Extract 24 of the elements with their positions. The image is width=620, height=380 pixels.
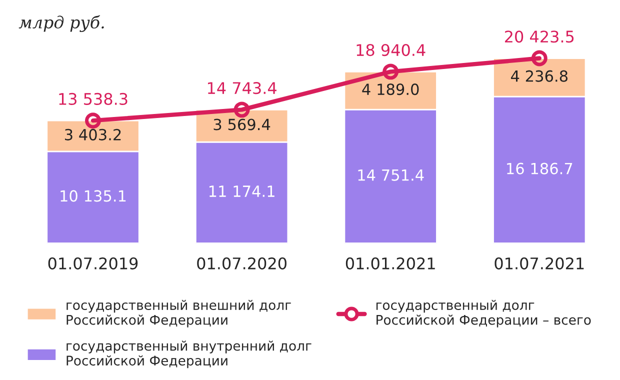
point xyxy=(382,64,399,80)
point xyxy=(531,50,548,66)
data-label: 13 538.3 xyxy=(59,92,128,105)
point xyxy=(85,112,101,129)
point xyxy=(234,102,250,118)
data-label: 14 751.4 xyxy=(358,169,424,181)
legend-label: государственный внутренний долг Российской Федерации xyxy=(66,340,312,368)
x-tick-label: 01.01.2021 xyxy=(346,257,435,270)
data-label: 11 174.1 xyxy=(209,186,274,197)
data-label: 20 423.5 xyxy=(505,30,574,43)
data-label: 4 236.8 xyxy=(510,70,568,82)
data-label: 10 135.1 xyxy=(60,190,126,202)
data-label: 3 569.4 xyxy=(214,118,270,130)
x-tick-label: 01.07.2020 xyxy=(197,257,286,270)
legend-label: государственный внешний долг Российской Федерации xyxy=(66,300,291,328)
text: млрд руб. xyxy=(18,15,104,32)
data-label: 14 743.4 xyxy=(208,82,276,94)
data-label: 16 186.7 xyxy=(507,162,572,174)
data-label: 4 189.0 xyxy=(362,84,419,96)
legend-label: государственный долг Российской Федерации – всего xyxy=(376,300,591,328)
data-label: 18 940.4 xyxy=(356,44,426,56)
x-tick-label: 01.07.2019 xyxy=(48,257,138,270)
data-label: 3 403.2 xyxy=(65,128,121,140)
x-tick-label: 01.07.2021 xyxy=(494,257,584,270)
